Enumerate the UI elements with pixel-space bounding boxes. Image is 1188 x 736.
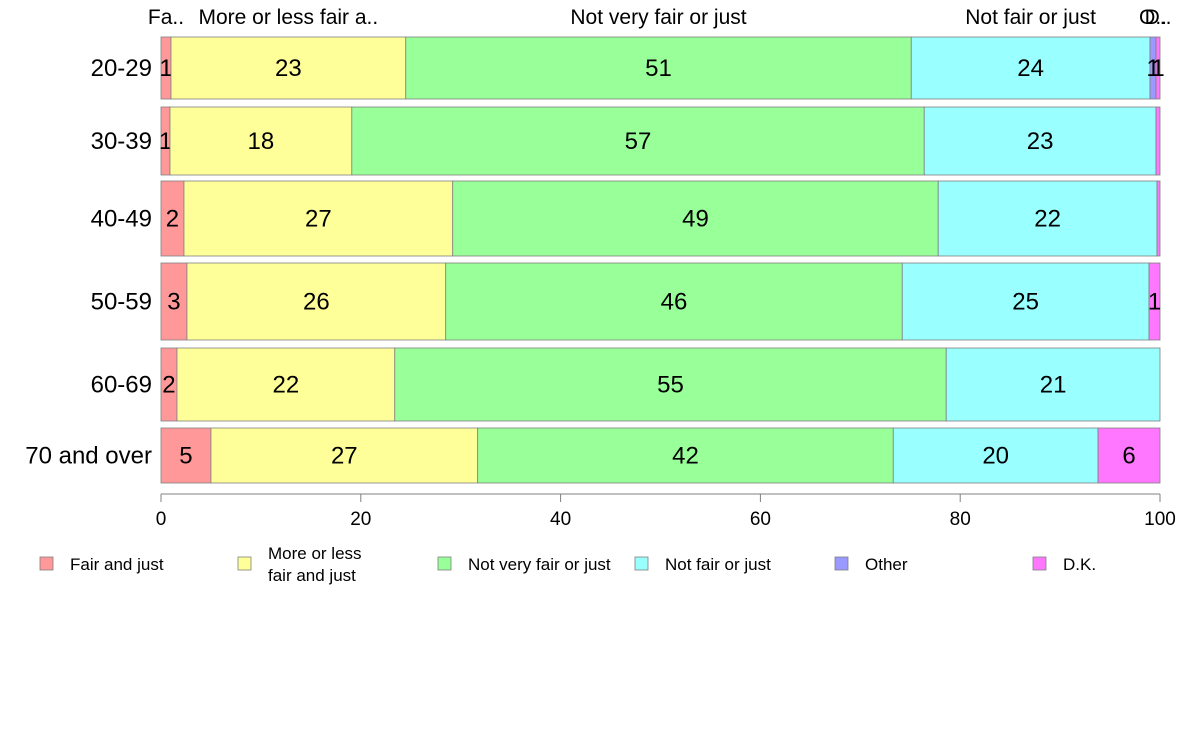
data-label: 2 <box>166 206 179 233</box>
data-label: 27 <box>331 443 358 470</box>
bar-segment <box>901 262 1150 341</box>
bar-segment <box>394 347 947 422</box>
data-label: 55 <box>657 372 684 399</box>
data-label: 18 <box>248 128 275 155</box>
bar-segment <box>1156 180 1161 257</box>
bar-segment <box>160 427 212 484</box>
data-label: 1 <box>159 55 172 82</box>
y-axis-label: 20-29 <box>91 55 152 82</box>
legend-swatch <box>237 556 252 571</box>
top-category-label: More or less fair a.. <box>199 6 379 29</box>
data-label: 6 <box>1122 443 1135 470</box>
bar-segment <box>910 36 1151 100</box>
legend-swatch <box>39 556 54 571</box>
legend-label: Fair and just <box>70 555 164 574</box>
top-category-label: Not very fair or just <box>570 6 746 29</box>
data-label: 20 <box>982 443 1009 470</box>
x-tick-label: 40 <box>550 509 571 530</box>
bar-segment <box>452 180 939 257</box>
x-tick-label: 0 <box>156 509 167 530</box>
data-label: 57 <box>625 128 652 155</box>
legend-label: More or less <box>268 544 362 563</box>
top-category-labels: Fa.. More or less fair a.. Not very fair o… <box>148 6 1172 29</box>
legend-swatch <box>634 556 649 571</box>
top-category-label: Not fair or just <box>965 6 1096 29</box>
data-label: 46 <box>661 289 688 316</box>
legend-label: D.K. <box>1063 555 1096 574</box>
top-category-label: Fa.. <box>148 6 184 29</box>
data-label: 51 <box>645 55 672 82</box>
bar-segment <box>892 427 1099 484</box>
bar-segment <box>945 347 1161 422</box>
data-label: 2 <box>162 372 175 399</box>
data-label: 22 <box>273 372 300 399</box>
data-label: 22 <box>1034 206 1061 233</box>
bar-segment <box>169 106 353 176</box>
legend-label: Not fair or just <box>665 555 771 574</box>
data-label: 5 <box>179 443 192 470</box>
data-label: 23 <box>1027 128 1054 155</box>
legend-swatch <box>437 556 452 571</box>
bar-segment <box>445 262 903 341</box>
x-tick-label: 80 <box>950 509 971 530</box>
bar-segment <box>176 347 396 422</box>
legend-label: Not very fair or just <box>468 555 611 574</box>
legend-swatch <box>1032 556 1047 571</box>
data-label: 1 <box>1151 55 1164 82</box>
bar-segment <box>183 180 454 257</box>
bar-segment <box>210 427 479 484</box>
data-label: 23 <box>275 55 302 82</box>
x-axis: 0 20 40 60 80 100 <box>156 493 1176 530</box>
top-category-label: D.. <box>1145 6 1172 29</box>
bar-segment <box>351 106 925 176</box>
data-label: 49 <box>682 206 709 233</box>
bar-segment <box>186 262 447 341</box>
data-label: 27 <box>305 206 332 233</box>
bar-segment <box>923 106 1157 176</box>
x-tick-label: 20 <box>350 509 371 530</box>
data-label: 42 <box>672 443 699 470</box>
data-label: 1 <box>159 128 172 155</box>
bars-area: 1 23 51 24 111 18 57 232 27 49 223 26 46 25 12 22 55 215 2… <box>159 36 1165 484</box>
data-label: 3 <box>167 289 180 316</box>
legend: Fair and just More or less fair and just No… <box>39 544 1096 585</box>
bar-segment <box>1148 262 1161 341</box>
legend-label: Other <box>865 555 908 574</box>
bar-segment <box>160 262 188 341</box>
legend-swatch <box>834 556 849 571</box>
y-axis-label: 70 and over <box>25 443 152 470</box>
bar-segment <box>170 36 407 100</box>
y-axis-label: 50-59 <box>91 289 152 316</box>
bar-segment <box>1155 106 1161 176</box>
legend-label: fair and just <box>268 566 356 585</box>
y-axis-labels: 20-29 30-39 40-49 50-59 60-69 70 and over <box>25 55 152 470</box>
bar-segment <box>405 36 912 100</box>
data-label: 26 <box>303 289 330 316</box>
bar-segment <box>1097 427 1161 484</box>
data-label: 1 <box>1148 289 1161 316</box>
x-tick-label: 60 <box>750 509 771 530</box>
data-label: 25 <box>1012 289 1039 316</box>
data-label: 21 <box>1040 372 1067 399</box>
bar-segment <box>477 427 894 484</box>
y-axis-label: 60-69 <box>91 372 152 399</box>
top-category-label: O.. <box>1139 6 1167 29</box>
y-axis-label: 40-49 <box>91 206 152 233</box>
y-axis-label: 30-39 <box>91 128 152 155</box>
x-tick-label: 100 <box>1144 509 1176 530</box>
data-label: 24 <box>1017 55 1044 82</box>
bar-segment <box>1155 36 1161 100</box>
bar-segment <box>937 180 1158 257</box>
